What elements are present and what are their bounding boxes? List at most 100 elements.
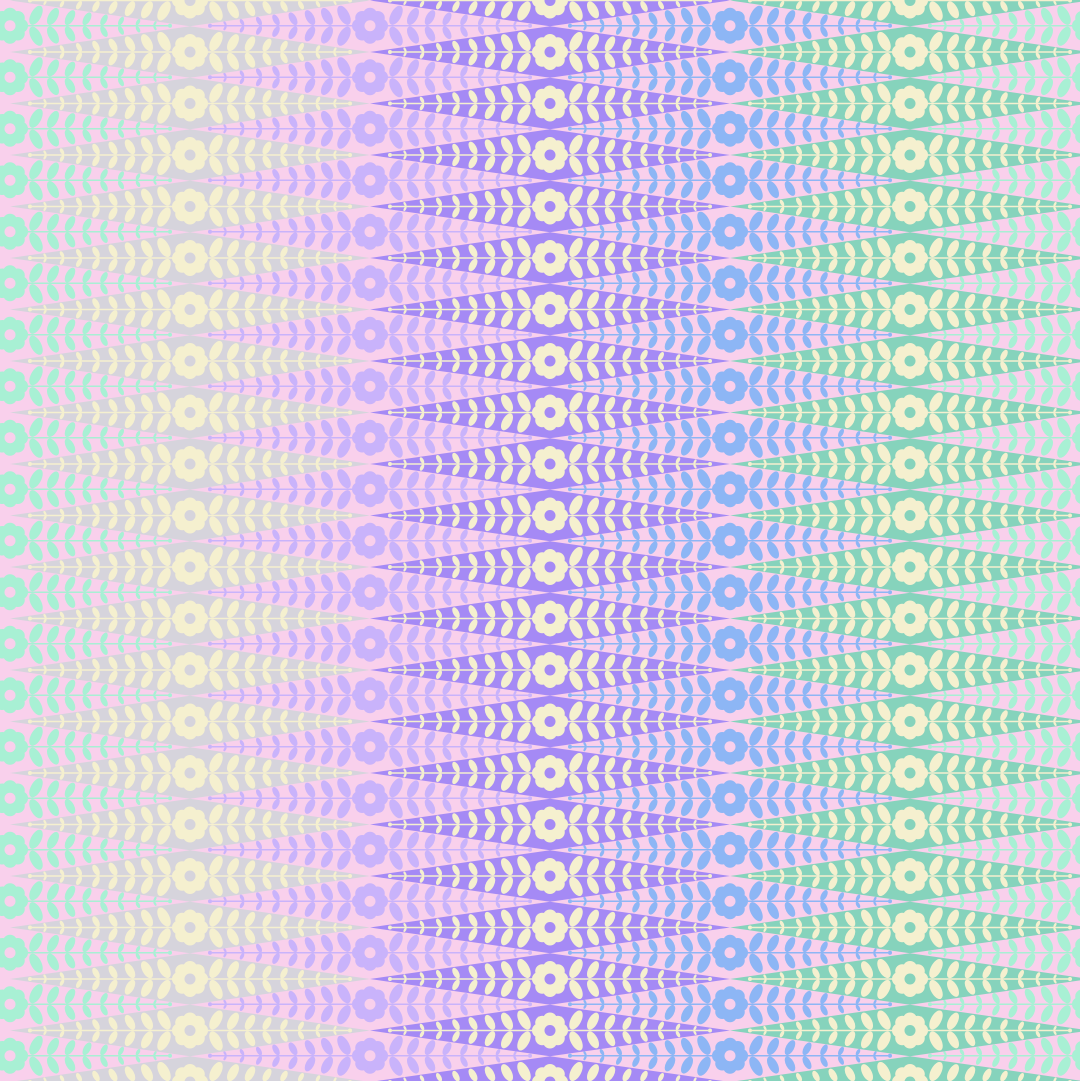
stem-tip bbox=[568, 590, 572, 595]
leaf bbox=[64, 576, 76, 592]
flower-center bbox=[724, 998, 736, 1010]
leaf-branch-icon bbox=[384, 211, 532, 252]
leaf bbox=[513, 587, 517, 593]
flower-icon bbox=[712, 110, 748, 147]
stem-tip bbox=[528, 1002, 532, 1007]
leaf bbox=[389, 78, 403, 98]
leaf bbox=[82, 424, 92, 438]
leaf bbox=[460, 169, 468, 180]
leaf bbox=[460, 129, 468, 140]
leaf bbox=[477, 531, 485, 541]
leaf bbox=[47, 747, 59, 765]
leaf bbox=[64, 953, 76, 969]
leaf bbox=[513, 536, 517, 541]
leaf bbox=[272, 375, 280, 386]
stem-tip bbox=[208, 229, 212, 234]
leaf bbox=[117, 274, 125, 283]
flower-icon bbox=[0, 368, 28, 405]
flower-center bbox=[724, 123, 736, 135]
leaf bbox=[64, 438, 76, 454]
leaf bbox=[29, 335, 43, 355]
leaf bbox=[117, 1046, 125, 1056]
flower-icon bbox=[712, 471, 748, 508]
leaf bbox=[442, 489, 452, 503]
leaf bbox=[153, 128, 157, 134]
leaf bbox=[29, 366, 43, 386]
flower-icon bbox=[712, 934, 748, 971]
stem-tip bbox=[28, 256, 32, 260]
stem-tip bbox=[928, 75, 932, 80]
leaf bbox=[337, 160, 351, 180]
leaf bbox=[255, 77, 263, 87]
leaf bbox=[153, 386, 157, 391]
leaf bbox=[424, 489, 436, 505]
leaf bbox=[64, 216, 76, 232]
leaf bbox=[135, 901, 141, 909]
leaf bbox=[135, 791, 141, 798]
flower-icon bbox=[352, 934, 388, 971]
flower-icon bbox=[352, 625, 388, 662]
leaf bbox=[47, 953, 59, 971]
leaf bbox=[100, 644, 108, 655]
leaf bbox=[460, 529, 468, 541]
leaf bbox=[223, 437, 227, 443]
leaf bbox=[304, 576, 316, 592]
leaf bbox=[100, 695, 108, 707]
leaf bbox=[135, 1048, 141, 1056]
leaf bbox=[495, 541, 501, 548]
stem-tip bbox=[888, 693, 892, 698]
leaf bbox=[135, 129, 141, 136]
leaf bbox=[442, 63, 452, 77]
leaf bbox=[223, 386, 227, 391]
leaf bbox=[47, 677, 59, 695]
stem-tip bbox=[208, 1002, 212, 1007]
leaf bbox=[337, 520, 351, 540]
leaf bbox=[460, 478, 468, 489]
leaf bbox=[495, 327, 501, 335]
leaf-branch-icon bbox=[208, 57, 356, 98]
leaf bbox=[460, 26, 468, 37]
leaf bbox=[272, 180, 280, 192]
leaf bbox=[153, 643, 157, 649]
leaf bbox=[389, 490, 403, 510]
leaf bbox=[424, 180, 436, 196]
leaf bbox=[47, 644, 59, 662]
leaf bbox=[442, 283, 452, 297]
stem-tip bbox=[208, 744, 212, 749]
stem-tip bbox=[208, 847, 212, 852]
stem-tip bbox=[888, 1002, 892, 1007]
leaf bbox=[513, 489, 517, 494]
leaf bbox=[135, 489, 141, 497]
leaf bbox=[272, 26, 280, 37]
leaf bbox=[82, 321, 92, 335]
leaf bbox=[272, 592, 280, 604]
stem-tip bbox=[208, 75, 212, 80]
flower-center bbox=[724, 1050, 736, 1062]
leaf bbox=[288, 26, 298, 40]
stem-tip bbox=[568, 435, 572, 440]
leaf bbox=[460, 66, 468, 77]
leaf-branch-icon bbox=[384, 108, 532, 149]
leaf bbox=[47, 232, 59, 250]
leaf bbox=[82, 953, 92, 967]
flower-icon bbox=[0, 780, 28, 817]
leaf bbox=[64, 335, 76, 351]
flower-center bbox=[364, 535, 376, 547]
leaf bbox=[513, 124, 517, 129]
leaf bbox=[135, 379, 141, 386]
leaf-branch-icon bbox=[24, 1035, 172, 1076]
leaf bbox=[477, 325, 485, 335]
leaf bbox=[64, 164, 76, 180]
leaf bbox=[495, 70, 501, 77]
leaf bbox=[47, 696, 59, 714]
leaf bbox=[288, 527, 298, 541]
flower-icon bbox=[0, 265, 28, 302]
leaf bbox=[153, 180, 157, 185]
stem-tip bbox=[568, 950, 572, 955]
leaf bbox=[337, 417, 351, 437]
flower-icon bbox=[352, 110, 388, 147]
leaf bbox=[135, 276, 141, 283]
leaf bbox=[239, 18, 245, 26]
leaf bbox=[29, 953, 43, 973]
stem-tip bbox=[528, 229, 532, 234]
